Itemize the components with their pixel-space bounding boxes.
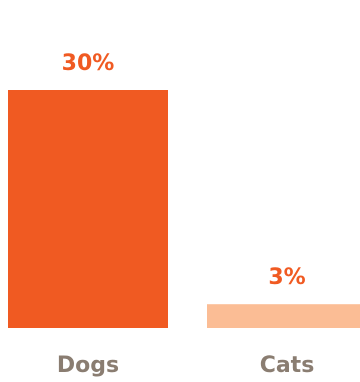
value-labels-group: 30% 3% bbox=[62, 51, 306, 290]
value-label-cats: 3% bbox=[268, 265, 305, 290]
bar-dogs bbox=[8, 90, 168, 328]
category-label-cats: Cats bbox=[260, 353, 315, 378]
bar-cats bbox=[207, 304, 360, 328]
bars-group bbox=[8, 90, 360, 328]
category-label-dogs: Dogs bbox=[57, 353, 119, 378]
value-label-dogs: 30% bbox=[62, 51, 115, 76]
category-labels-group: Dogs Cats bbox=[57, 353, 314, 378]
